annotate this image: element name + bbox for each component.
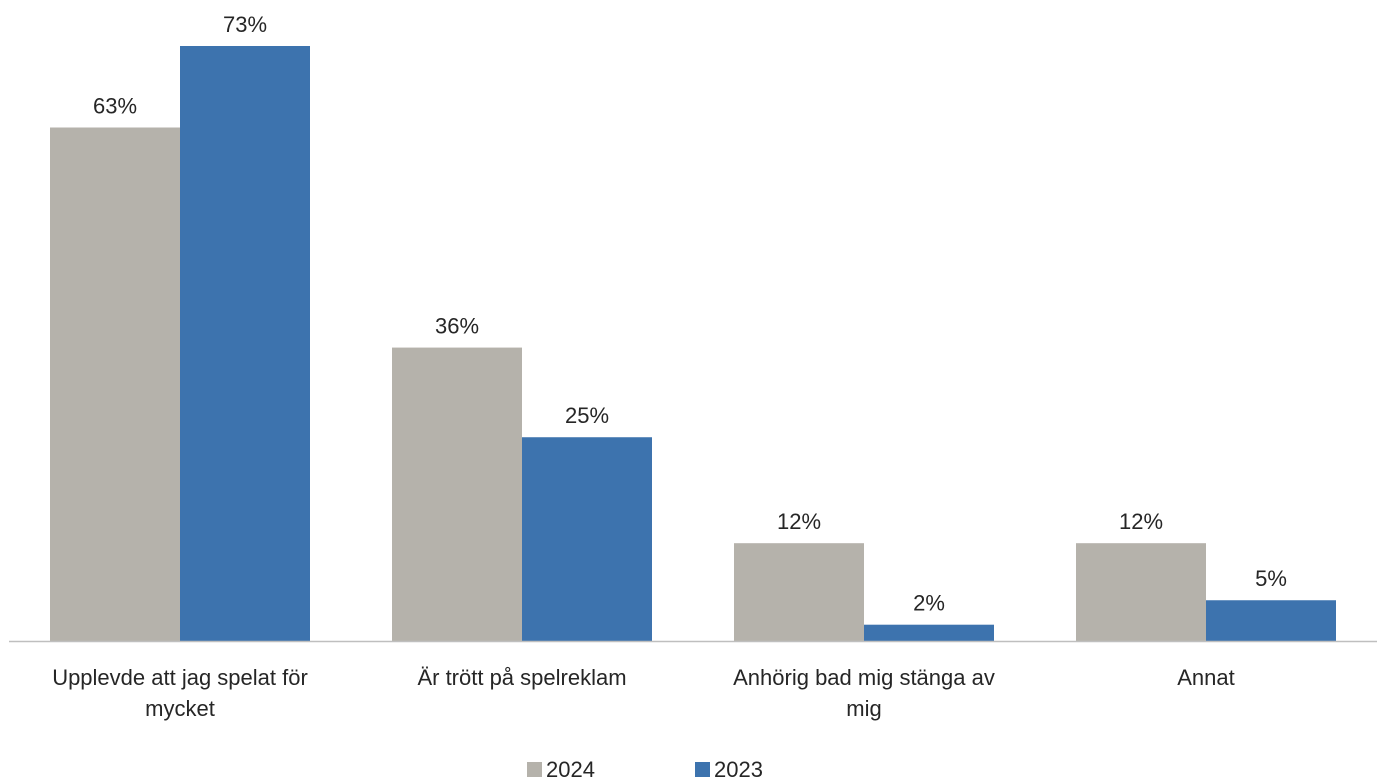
category-label-2-line-0: Anhörig bad mig stänga av xyxy=(733,665,995,690)
value-label-2024-1: 36% xyxy=(435,314,479,339)
bar-2024-2 xyxy=(734,543,864,641)
category-labels-group: Upplevde att jag spelat för mycket Är tröt… xyxy=(52,665,1235,721)
category-label-0-line-1: mycket xyxy=(145,696,215,721)
legend-swatch-2024 xyxy=(527,762,542,777)
legend-swatch-2023 xyxy=(695,762,710,777)
bar-2023-3 xyxy=(1206,600,1336,641)
category-label-0-line-0: Upplevde att jag spelat för xyxy=(52,665,308,690)
bar-2024-0 xyxy=(50,127,180,642)
bar-2023-2 xyxy=(864,624,994,641)
value-label-2023-1: 25% xyxy=(565,403,609,428)
bars-group xyxy=(50,46,1336,642)
bar-2024-3 xyxy=(1076,543,1206,641)
value-label-2023-3: 5% xyxy=(1255,566,1287,591)
legend: 2024 2023 xyxy=(527,757,763,779)
category-label-1-line-0: Är trött på spelreklam xyxy=(417,665,626,690)
value-label-2024-2: 12% xyxy=(777,509,821,534)
bar-2024-1 xyxy=(392,347,522,641)
value-label-2023-2: 2% xyxy=(913,591,945,616)
value-label-2024-0: 63% xyxy=(93,94,137,119)
category-label-2-line-1: mig xyxy=(846,696,881,721)
value-labels-group: 63% 73% 36% 25% 12% 2% 12% 5% xyxy=(93,12,1287,616)
bar-2023-0 xyxy=(180,46,310,641)
category-label-3-line-0: Annat xyxy=(1177,665,1235,690)
legend-label-2023: 2023 xyxy=(714,757,763,779)
value-label-2024-3: 12% xyxy=(1119,509,1163,534)
value-label-2023-0: 73% xyxy=(223,12,267,37)
bar-2023-1 xyxy=(522,437,652,641)
legend-label-2024: 2024 xyxy=(546,757,595,779)
